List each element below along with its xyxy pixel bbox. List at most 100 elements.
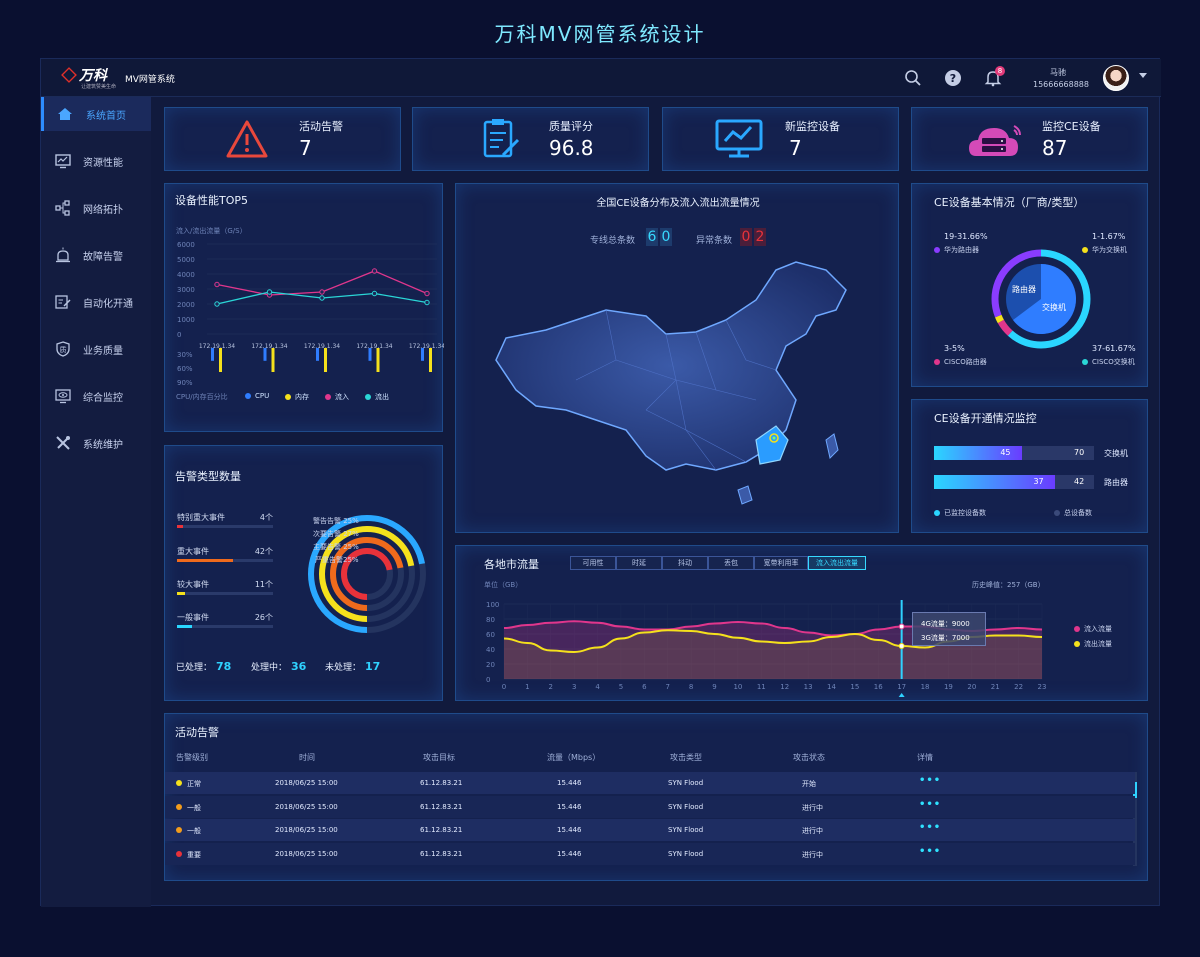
sidebar-item-maintenance[interactable]: 系统维护 bbox=[41, 426, 151, 460]
legend-outflow: 流出流量 bbox=[1074, 639, 1112, 649]
tools-icon bbox=[56, 436, 70, 450]
kpi-value: 7 bbox=[299, 136, 312, 160]
x-tick-label: 2 bbox=[549, 683, 553, 691]
ce-open-fill bbox=[934, 475, 1056, 489]
sidebar-item-label: 业务质量 bbox=[83, 346, 123, 357]
bell-icon[interactable]: 8 bbox=[983, 66, 1005, 89]
tab-5[interactable]: 流入流出流量 bbox=[808, 556, 866, 570]
abnormal-digit: 2 bbox=[754, 228, 766, 246]
cell-time: 2018/06/25 15:00 bbox=[275, 779, 338, 787]
sidebar-item-automation[interactable]: 自动化开通 bbox=[41, 285, 151, 319]
cell-level: 一般 bbox=[187, 803, 201, 812]
cell-flow: 15.446 bbox=[557, 779, 582, 787]
china-map[interactable] bbox=[476, 250, 876, 530]
ce-open-row: 37 42 bbox=[934, 475, 1094, 489]
tab-2[interactable]: 抖动 bbox=[662, 556, 708, 570]
x-tick-label: 172.19.1.34 bbox=[304, 343, 340, 350]
chart-tooltip: 4G流量：9000 3G流量：7000 bbox=[912, 612, 986, 646]
table-scrollbar[interactable] bbox=[1133, 772, 1137, 866]
unit-label: 单位（GB） bbox=[484, 581, 523, 589]
panel-title: 活动告警 bbox=[175, 726, 219, 739]
axis-unit-label: 流入/流出流量（G/S） bbox=[176, 227, 247, 235]
table-row[interactable]: 正常 2018/06/25 15:00 61.12.83.21 15.446 SYN F… bbox=[165, 772, 1135, 794]
avatar[interactable] bbox=[1103, 65, 1129, 91]
tab-3[interactable]: 丢包 bbox=[708, 556, 754, 570]
alarm-type-fill bbox=[177, 625, 193, 628]
sidebar-item-label: 自动化开通 bbox=[83, 299, 133, 310]
pct-tick-label: 30% bbox=[177, 351, 193, 359]
logo[interactable]: 万科 让建筑赞美生命 bbox=[61, 65, 121, 93]
warning-icon bbox=[226, 120, 268, 158]
stat-processed: 已处理： 78 bbox=[176, 660, 232, 673]
table-row[interactable]: 一般 2018/06/25 15:00 61.12.83.21 15.446 SYN F… bbox=[165, 819, 1135, 841]
ce-open-row: 45 70 bbox=[934, 446, 1094, 460]
cell-target: 61.12.83.21 bbox=[420, 849, 463, 858]
scrollbar-thumb[interactable] bbox=[1133, 782, 1137, 798]
more-icon[interactable]: ••• bbox=[919, 775, 942, 786]
more-icon[interactable]: ••• bbox=[919, 845, 942, 857]
sidebar-item-home[interactable]: 系统首页 bbox=[41, 97, 151, 131]
table-row[interactable]: 重要 2018/06/25 15:00 61.12.83.21 15.446 SYN F… bbox=[165, 842, 1135, 865]
map-panel: 全国CE设备分布及流入流出流量情况 专线总条数 6 0 异常条数 0 2 bbox=[455, 183, 899, 533]
sidebar-item-quality[interactable]: 质 业务质量 bbox=[41, 332, 151, 366]
tab-4[interactable]: 宽带利用率 bbox=[754, 556, 808, 570]
ce-open-name: 交换机 bbox=[1104, 449, 1128, 458]
ce-label-value: 1-1.67% bbox=[1092, 232, 1126, 241]
alarm-type-label: 较大事件 bbox=[177, 580, 209, 589]
help-icon[interactable]: ? bbox=[943, 69, 963, 89]
table-row[interactable]: 一般 2018/06/25 15:00 61.12.83.21 15.446 SYN F… bbox=[165, 795, 1135, 818]
search-icon[interactable] bbox=[903, 69, 923, 89]
level-dot bbox=[176, 780, 182, 786]
cpu-mem-bar bbox=[219, 348, 222, 372]
more-icon[interactable]: ••• bbox=[919, 822, 942, 833]
perf-top5-panel: 设备性能TOP5 流入/流出流量（G/S） 6000 5000 4000 3000 20… bbox=[164, 183, 444, 432]
cell-level: 重要 bbox=[187, 850, 201, 859]
x-tick-label: 15 bbox=[850, 683, 859, 691]
ring-label: 主要告警 25% bbox=[313, 543, 359, 551]
legend-inflow: 流入 bbox=[325, 392, 349, 402]
x-tick-label: 172.19.1.34 bbox=[356, 343, 392, 350]
ce-label-value: 19-31.66% bbox=[944, 232, 988, 241]
alarm-ring-chart bbox=[308, 515, 426, 633]
x-tick-label: 172.19.1.34 bbox=[199, 343, 235, 350]
topology-icon bbox=[55, 200, 70, 216]
page-title: 万科MV网管系统设计 bbox=[494, 22, 706, 46]
x-tick-label: 5 bbox=[619, 683, 623, 691]
ce-open-value: 45 bbox=[1000, 448, 1011, 457]
eye-monitor-icon bbox=[55, 389, 71, 404]
kpi-card-ce-devices[interactable]: 监控CE设备 87 bbox=[911, 107, 1148, 171]
column-header: 攻击状态 bbox=[793, 753, 825, 762]
highlight-point bbox=[898, 643, 905, 649]
x-tick-label: 6 bbox=[642, 683, 647, 691]
sidebar-item-resource[interactable]: 资源性能 bbox=[41, 144, 151, 178]
x-tick-label: 7 bbox=[666, 683, 670, 691]
tab-1[interactable]: 时延 bbox=[616, 556, 662, 570]
sidebar-item-monitor[interactable]: 综合监控 bbox=[41, 379, 151, 413]
cell-flow: 15.446 bbox=[557, 826, 582, 834]
kpi-card-quality[interactable]: 质量评分 96.8 bbox=[412, 107, 649, 171]
sidebar-item-topology[interactable]: 网络拓扑 bbox=[41, 191, 151, 225]
kpi-card-new-devices[interactable]: 新监控设备 7 bbox=[662, 107, 899, 171]
y-tick-label: 0 bbox=[177, 331, 181, 339]
series-point bbox=[319, 295, 325, 301]
column-header: 攻击类型 bbox=[670, 753, 702, 762]
tab-0[interactable]: 可用性 bbox=[570, 556, 616, 570]
series-point bbox=[371, 290, 378, 297]
more-icon[interactable]: ••• bbox=[919, 798, 942, 810]
legend-monitored: 已监控设备数 bbox=[934, 508, 986, 518]
cpu-mem-bar bbox=[271, 348, 275, 372]
chevron-down-icon[interactable] bbox=[1139, 73, 1147, 78]
stat-processing: 处理中： 36 bbox=[251, 660, 307, 673]
sidebar-item-alarm[interactable]: 故障告警 bbox=[41, 238, 151, 272]
kpi-card-alarms[interactable]: 活动告警 7 bbox=[164, 107, 401, 171]
series-point bbox=[214, 301, 220, 307]
cpu-mem-bar bbox=[263, 348, 267, 361]
ce-label-name: CISCO交换机 bbox=[1082, 357, 1135, 367]
series-area bbox=[504, 630, 1042, 679]
ce-open-panel: CE设备开通情况监控 已监控设备数 总设备数 45 70 交换机 37 42 路由器 bbox=[911, 399, 1148, 533]
column-header: 详情 bbox=[917, 753, 933, 762]
column-header: 攻击目标 bbox=[423, 753, 455, 762]
x-tick-label: 10 bbox=[733, 683, 742, 691]
ce-donut-chart[interactable] bbox=[986, 244, 1096, 354]
alarm-type-fill bbox=[177, 525, 183, 528]
